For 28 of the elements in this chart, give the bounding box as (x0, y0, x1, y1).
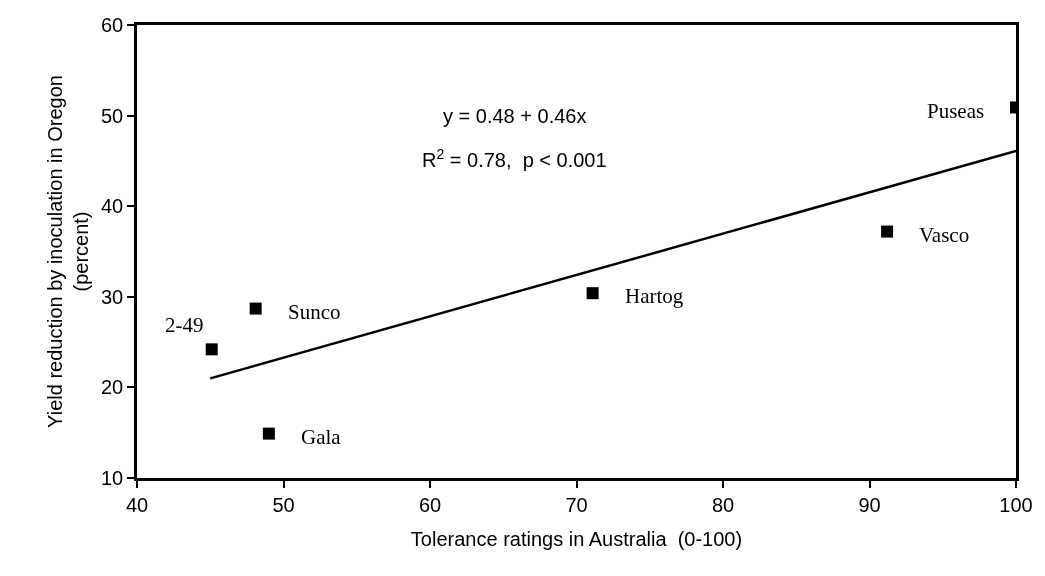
x-tick-label: 100 (999, 493, 1033, 516)
annotation: Gala (301, 425, 342, 449)
x-axis-title: Tolerance ratings in Australia (0-100) (410, 528, 743, 551)
y-tick-label: 50 (101, 104, 124, 127)
y-axis-title: Yield reduction by inoculation in Oregon (percent) (43, 75, 92, 428)
y-tick-label: 60 (101, 14, 124, 36)
point (881, 225, 894, 238)
annotation: y = 0.48 + 0.46x (443, 105, 587, 127)
point (586, 287, 599, 300)
annotation: Sunco (288, 300, 341, 324)
annotation: 2-49 (165, 313, 204, 337)
point (205, 343, 218, 356)
annotation: Hartog (625, 284, 684, 308)
x-tick-label: 40 (125, 493, 149, 516)
y-tick-label: 10 (101, 467, 124, 489)
point (262, 427, 275, 440)
x-tick-label: 80 (711, 493, 735, 516)
annotation: Puseas (927, 99, 985, 123)
y-tick-label: 40 (101, 195, 124, 218)
x-tick-label: 50 (272, 493, 295, 516)
x-tick-label: 90 (858, 493, 881, 516)
x-tick-label: 70 (565, 493, 588, 516)
x-tick-label: 60 (418, 493, 442, 516)
annotation: Vasco (919, 223, 970, 247)
annotation: R$^{2}$ = 0.78, p < 0.001 (422, 146, 607, 172)
point (249, 302, 262, 315)
y-tick-label: 30 (101, 285, 124, 308)
y-tick-label: 20 (101, 376, 124, 399)
